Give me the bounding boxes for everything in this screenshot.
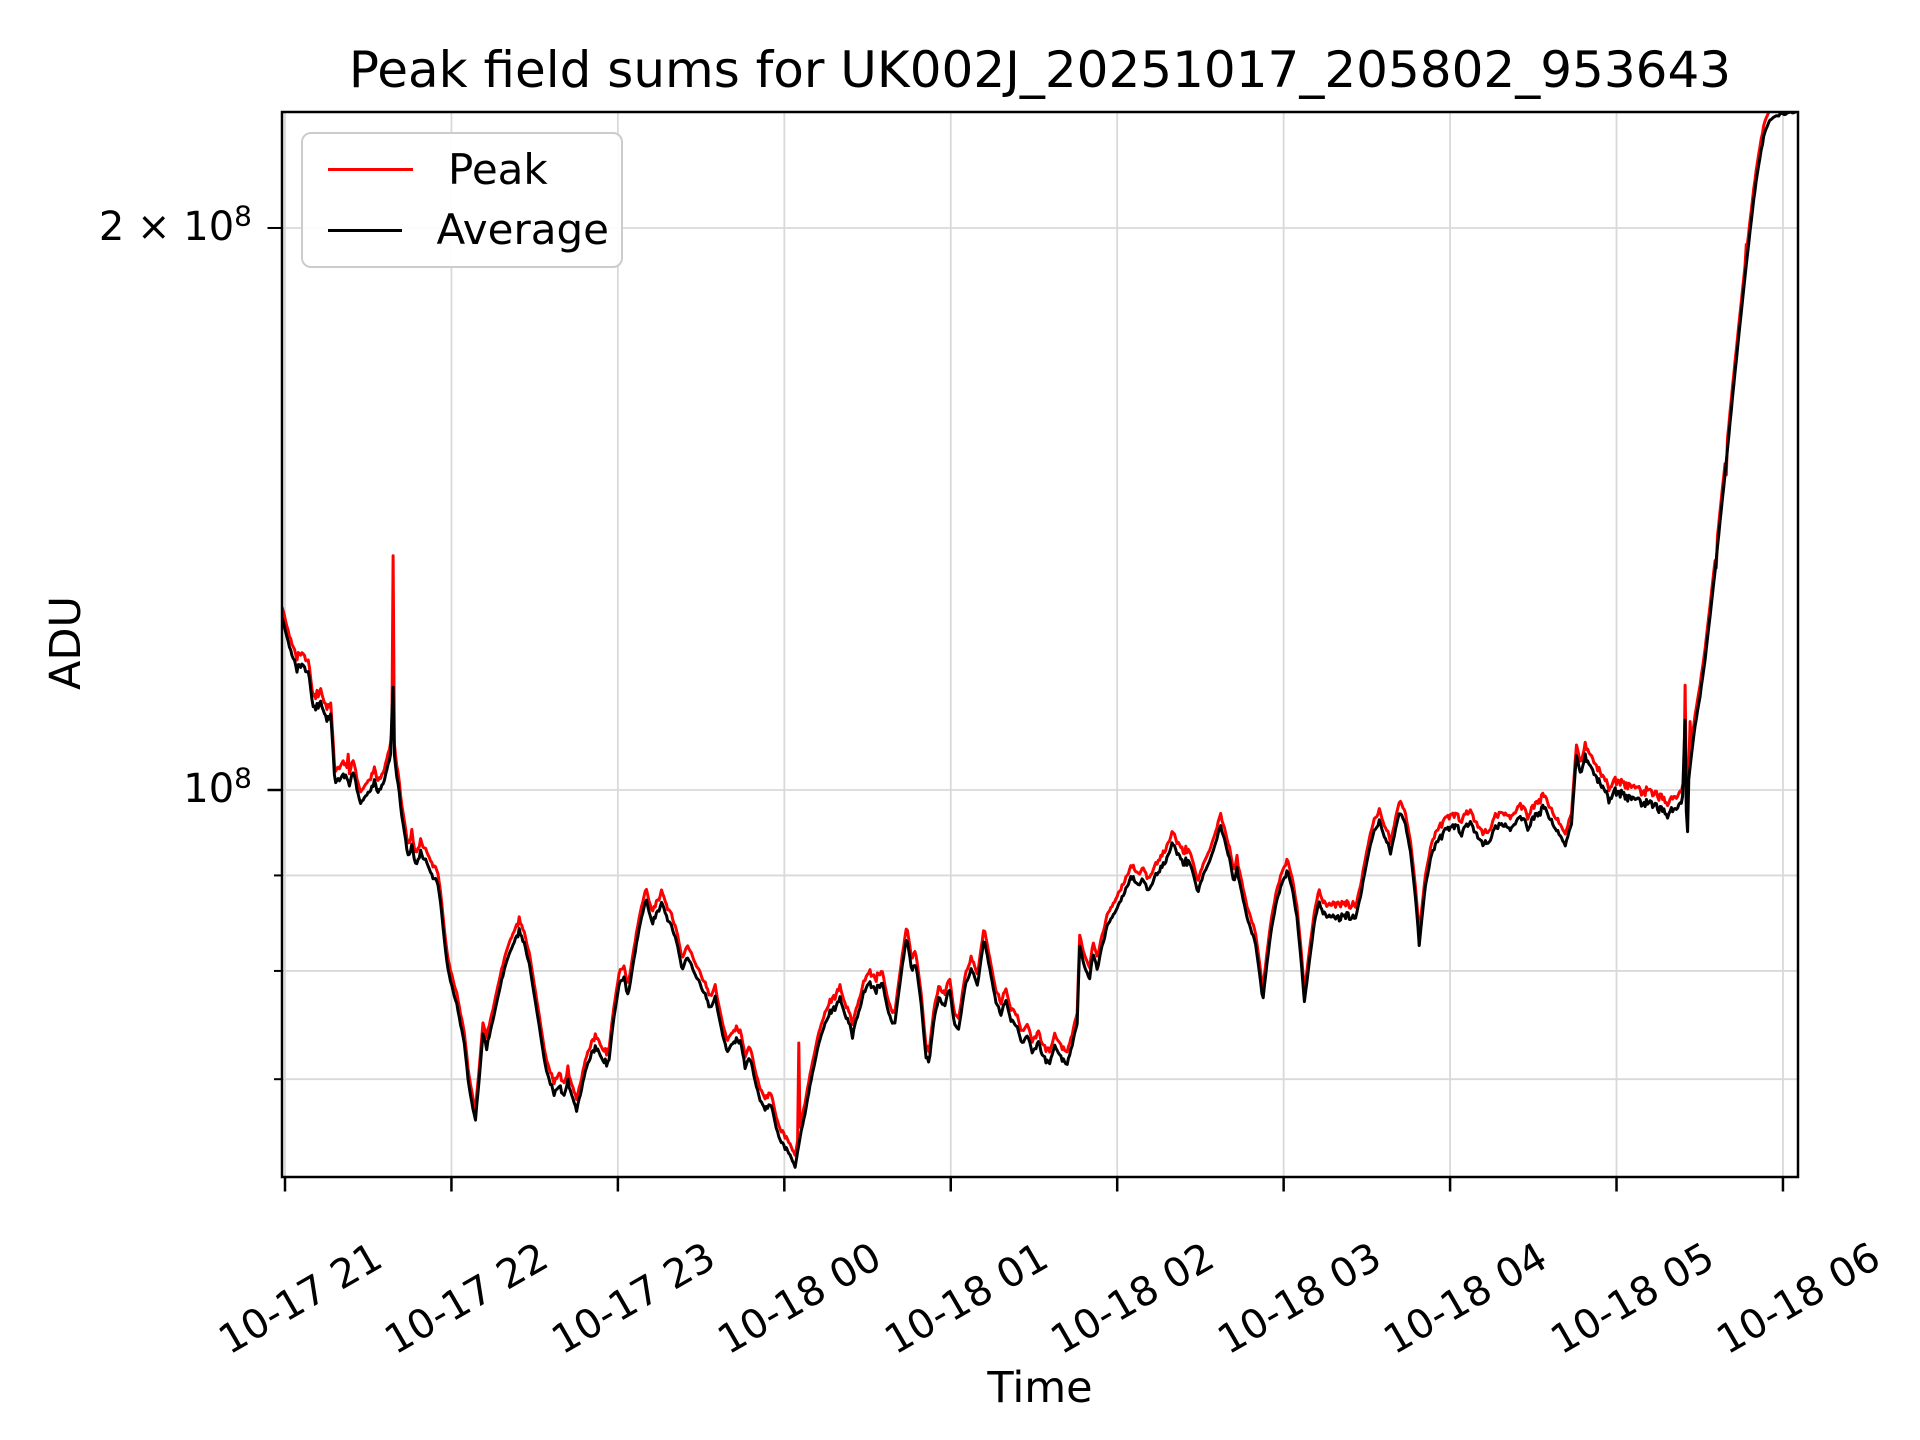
series-group — [282, 112, 1798, 1169]
y-axis-label: ADU — [41, 596, 91, 690]
axis-ticks — [267, 226, 1785, 1192]
grid-lines — [282, 112, 1798, 1177]
y-tick-label: 108 — [183, 761, 252, 812]
legend: Peak Average — [301, 132, 623, 268]
plot-spines — [280, 110, 1800, 1179]
average-line-swatch — [328, 228, 402, 232]
legend-item-average: Average — [315, 205, 609, 254]
chart-title: Peak field sums for UK002J_20251017_2058… — [348, 41, 1732, 99]
x-axis-label: Time — [987, 1363, 1093, 1413]
legend-label-peak: Peak — [448, 144, 548, 194]
y-tick-label: 2 × 108 — [98, 199, 252, 250]
average-series-line — [282, 112, 1798, 1169]
peak-line-swatch — [328, 168, 413, 172]
peak-series-line — [282, 112, 1771, 1157]
legend-item-peak: Peak — [315, 144, 609, 194]
legend-label-average: Average — [436, 205, 609, 254]
